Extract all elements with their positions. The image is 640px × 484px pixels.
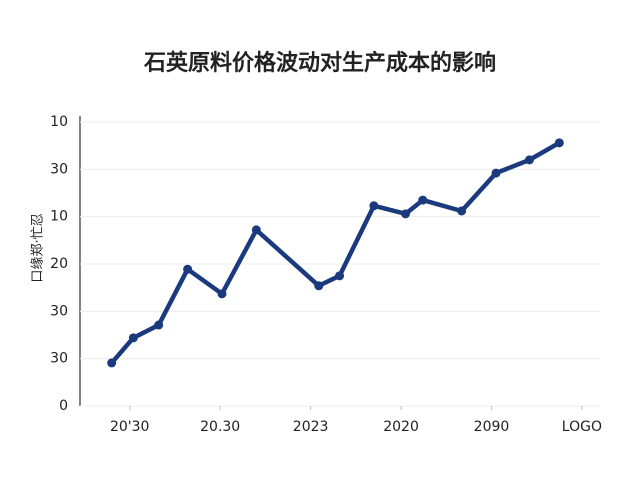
x-tick-label: 2020 — [383, 419, 419, 435]
point — [418, 195, 428, 205]
y-tick-label: 0 — [59, 398, 68, 414]
x-tick-label: 2023 — [293, 419, 329, 435]
point — [401, 209, 411, 219]
y-tick-label: 20 — [50, 256, 68, 272]
y-tick-label: 10 — [50, 114, 68, 130]
point — [217, 289, 227, 299]
y-axis-label: 口缘郑·忙忍 — [31, 213, 46, 282]
point — [369, 201, 379, 211]
point — [183, 264, 193, 274]
point — [335, 271, 345, 281]
point — [314, 281, 324, 291]
x-tick-label: 20'30 — [110, 419, 149, 435]
point — [491, 168, 501, 178]
point — [554, 138, 564, 148]
point — [128, 333, 138, 343]
x-tick-label: LOGO — [562, 419, 602, 435]
point — [251, 225, 261, 235]
x-tick-label: 2090 — [474, 419, 510, 435]
y-tick-label: 30 — [50, 303, 68, 319]
x-tick-label: 20.30 — [200, 419, 240, 435]
point — [457, 206, 467, 216]
point — [524, 155, 534, 165]
y-tick-label: 10 — [50, 209, 68, 225]
chart-title: 石英原料价格波动对生产成本的影响 — [143, 50, 496, 76]
point — [107, 358, 117, 368]
y-tick-label: 30 — [50, 161, 68, 177]
point — [154, 320, 164, 330]
y-tick-label: 30 — [50, 351, 68, 367]
